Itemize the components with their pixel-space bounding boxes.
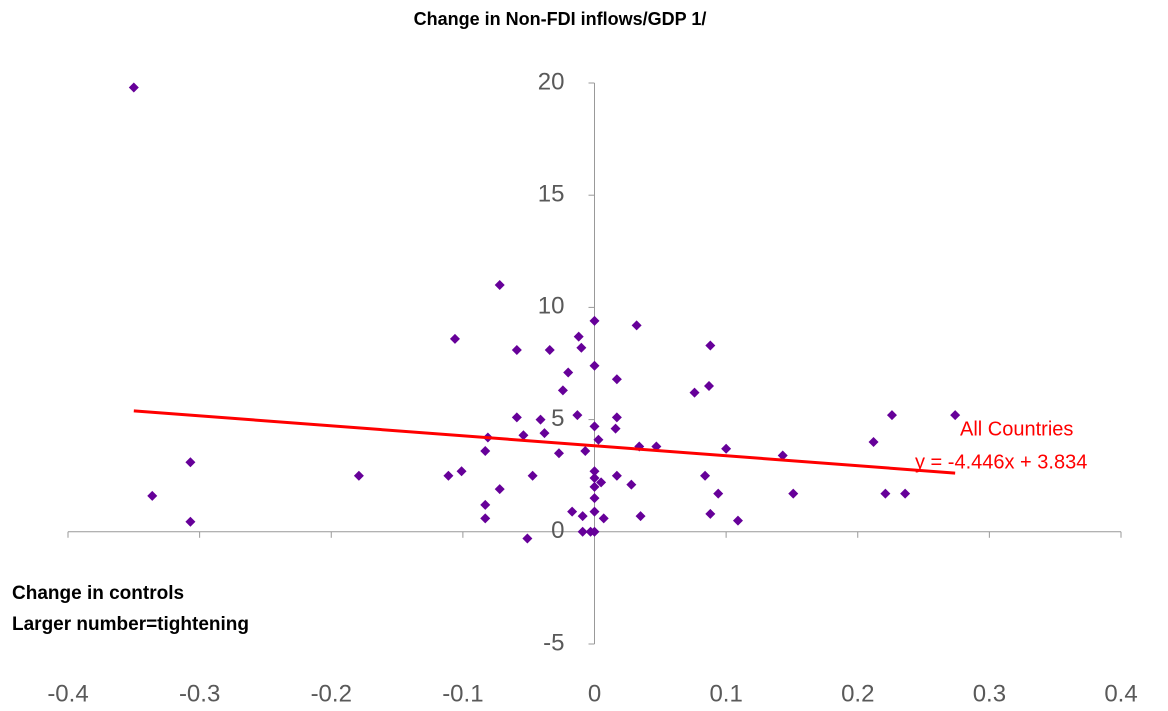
point xyxy=(732,515,743,526)
point xyxy=(713,488,724,499)
x-tick-label: -0.3 xyxy=(179,680,220,707)
point xyxy=(494,279,505,290)
point xyxy=(705,508,716,519)
point xyxy=(480,446,491,457)
point xyxy=(456,466,467,477)
x-tick-label: 0.1 xyxy=(709,680,742,707)
point xyxy=(443,470,454,481)
point xyxy=(511,412,522,423)
point xyxy=(539,428,550,439)
point xyxy=(886,410,897,421)
point xyxy=(626,479,637,490)
point xyxy=(598,513,609,524)
point xyxy=(610,423,621,434)
y-tick-label: 0 xyxy=(551,517,564,544)
point xyxy=(868,437,879,448)
point xyxy=(589,466,600,477)
point xyxy=(185,457,196,468)
point xyxy=(563,367,574,378)
point xyxy=(573,331,584,342)
point xyxy=(535,414,546,425)
point xyxy=(553,448,564,459)
point xyxy=(900,488,911,499)
point xyxy=(572,410,583,421)
point xyxy=(589,421,600,432)
point xyxy=(480,513,491,524)
point xyxy=(611,470,622,481)
y-tick-label: 15 xyxy=(538,181,565,208)
point xyxy=(128,82,139,93)
point xyxy=(522,533,533,544)
point xyxy=(950,410,961,421)
point xyxy=(777,450,788,461)
point xyxy=(589,526,600,537)
point xyxy=(589,472,600,483)
x-tick-label: 0.3 xyxy=(973,680,1006,707)
x-tick-label: -0.1 xyxy=(442,680,483,707)
x-tick-label: 0 xyxy=(588,680,601,707)
point xyxy=(511,345,522,356)
point xyxy=(635,511,646,522)
point xyxy=(544,345,555,356)
y-tick-label: -5 xyxy=(543,629,564,656)
point xyxy=(589,506,600,517)
point xyxy=(611,412,622,423)
point xyxy=(185,516,196,527)
point xyxy=(449,333,460,344)
point xyxy=(880,488,891,499)
point xyxy=(589,360,600,371)
point xyxy=(788,488,799,499)
point xyxy=(721,443,732,454)
point xyxy=(494,484,505,495)
point xyxy=(527,470,538,481)
point xyxy=(589,481,600,492)
point xyxy=(480,499,491,510)
point xyxy=(577,526,588,537)
trendline xyxy=(133,409,956,475)
point xyxy=(689,387,700,398)
point xyxy=(593,434,604,445)
y-tick-label: 5 xyxy=(551,405,564,432)
point xyxy=(589,493,600,504)
x-tick-label: -0.2 xyxy=(311,680,352,707)
point xyxy=(631,320,642,331)
trendline-name: All Countries xyxy=(960,418,1073,440)
point xyxy=(147,490,158,501)
y-tick-label: 10 xyxy=(538,293,565,320)
chart-title: Change in Non-FDI inflows/GDP 1/ xyxy=(414,9,707,29)
point xyxy=(704,380,715,391)
trendline-equation: y = -4.446x + 3.834 xyxy=(915,451,1087,473)
point xyxy=(567,506,578,517)
point xyxy=(580,446,591,457)
point xyxy=(596,477,607,488)
point xyxy=(518,430,529,441)
point xyxy=(577,511,588,522)
point xyxy=(700,470,711,481)
x-axis-label: Change in controls xyxy=(12,583,184,604)
x-tick-label: 0.2 xyxy=(841,680,874,707)
point xyxy=(576,342,587,353)
point xyxy=(557,385,568,396)
x-tick-label: 0.4 xyxy=(1104,680,1137,707)
x-axis-label: Larger number=tightening xyxy=(12,614,249,635)
point xyxy=(353,470,364,481)
point xyxy=(611,374,622,385)
point xyxy=(589,315,600,326)
x-tick-label: -0.4 xyxy=(47,680,88,707)
y-tick-label: 20 xyxy=(538,68,565,95)
point xyxy=(705,340,716,351)
